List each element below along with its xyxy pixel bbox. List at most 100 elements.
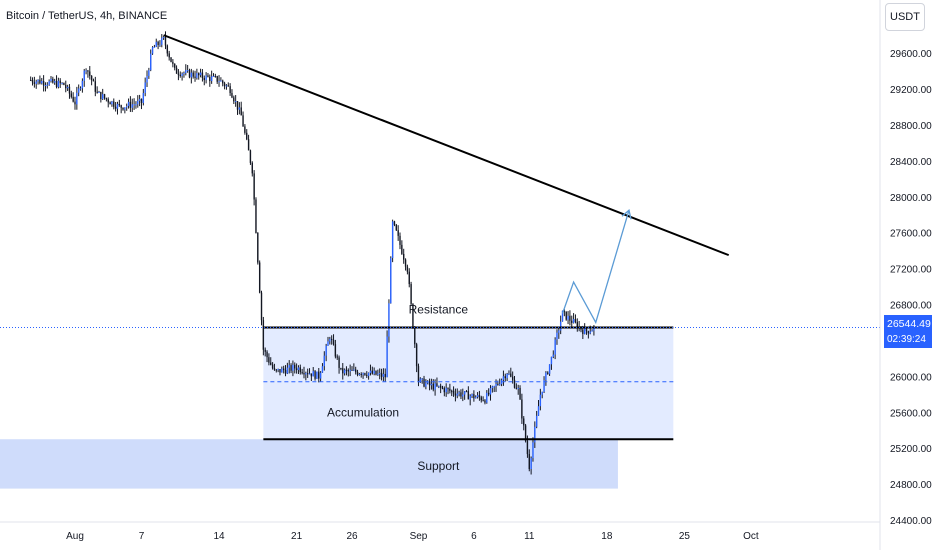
candle-body	[439, 385, 442, 388]
x-tick-label: 26	[346, 531, 358, 542]
candle-body	[354, 369, 357, 373]
candle-body	[336, 356, 338, 358]
x-tick-label: 14	[213, 531, 225, 542]
candle-body	[63, 83, 65, 85]
candle-body	[316, 371, 318, 379]
candle-body	[463, 391, 466, 395]
candle-body	[137, 100, 139, 105]
candle-body	[85, 70, 87, 72]
candle-body	[299, 367, 301, 373]
candle-body	[364, 373, 366, 375]
candle-body	[105, 98, 108, 100]
candle-body	[68, 86, 71, 94]
candle-body	[504, 376, 506, 379]
candle-body	[223, 83, 226, 87]
candle-body	[229, 86, 231, 94]
candle-body	[404, 259, 407, 267]
candle-body	[393, 221, 396, 225]
candle-body	[314, 371, 316, 379]
candle-body	[406, 266, 409, 272]
candle-body	[183, 72, 185, 74]
x-tick-label: 25	[679, 531, 691, 542]
candle-body	[220, 80, 222, 82]
currency-button[interactable]: USDT	[885, 3, 925, 31]
y-tick-label: 24800.00	[890, 480, 932, 491]
y-tick-label: 26800.00	[890, 301, 932, 312]
candle-body	[425, 383, 427, 387]
candle-body	[41, 81, 43, 84]
candle-body	[449, 388, 451, 391]
candle-body	[523, 418, 525, 426]
candle-body	[50, 78, 52, 82]
candle-body	[369, 370, 372, 373]
candle-body	[92, 80, 95, 82]
candle-body	[585, 328, 588, 332]
candle-body	[46, 84, 48, 86]
x-tick-label: Oct	[743, 531, 759, 542]
candle-body	[329, 338, 331, 342]
candle-body	[148, 70, 150, 76]
y-tick-label: 26000.00	[890, 372, 932, 383]
candle-body	[510, 373, 512, 377]
candle-body	[467, 391, 470, 400]
candle-body	[222, 80, 224, 84]
candle-body	[190, 72, 193, 78]
candle-body	[262, 320, 265, 350]
descending-trendline	[163, 34, 730, 257]
candle-body	[565, 311, 567, 320]
candle-body	[327, 341, 329, 346]
candle-body	[397, 230, 399, 236]
candle-body	[203, 77, 205, 81]
candle-body	[412, 303, 414, 328]
candle-body	[556, 332, 558, 340]
candle-body	[497, 383, 499, 385]
candle-body	[109, 102, 111, 105]
candle-body	[233, 97, 235, 102]
candle-body	[44, 85, 47, 87]
candle-body	[589, 331, 591, 334]
candle-body	[543, 380, 545, 392]
candle-body	[295, 368, 298, 371]
candle-body	[569, 315, 571, 321]
candle-body	[126, 105, 128, 108]
candle-body	[462, 394, 464, 397]
candle-body	[408, 271, 410, 285]
candle-body	[199, 72, 202, 76]
candle-body	[478, 395, 481, 398]
candle-body	[135, 104, 137, 106]
candle-body	[515, 387, 518, 389]
candle-body	[559, 321, 562, 331]
candle-body	[535, 415, 538, 427]
candle-body	[247, 139, 250, 151]
candle-body	[76, 92, 78, 105]
candle-body	[572, 319, 575, 323]
candle-body	[558, 330, 560, 333]
candle-body	[35, 81, 37, 84]
candle-body	[484, 400, 486, 403]
candle-body	[528, 454, 530, 470]
y-tick-label: 29200.00	[890, 85, 932, 96]
candle-body	[42, 81, 45, 86]
candle-body	[61, 83, 63, 85]
candle-body	[120, 105, 122, 108]
candle-body	[458, 392, 460, 394]
candle-body	[55, 81, 58, 87]
candle-body	[297, 367, 300, 371]
candle-body	[131, 104, 133, 108]
candle-body	[179, 74, 181, 76]
candle-body	[308, 373, 311, 375]
candle-body	[443, 388, 446, 393]
candle-body	[150, 53, 152, 71]
candle-body	[321, 366, 324, 373]
candle-body	[583, 328, 586, 334]
candle-body	[489, 388, 492, 395]
candle-body	[367, 372, 370, 376]
candle-body	[593, 326, 595, 331]
candle-body	[491, 386, 494, 389]
candle-body	[155, 41, 157, 47]
candle-body	[253, 173, 255, 200]
candle-body	[423, 378, 425, 387]
candle-body	[192, 72, 194, 77]
candle-body	[33, 82, 36, 84]
